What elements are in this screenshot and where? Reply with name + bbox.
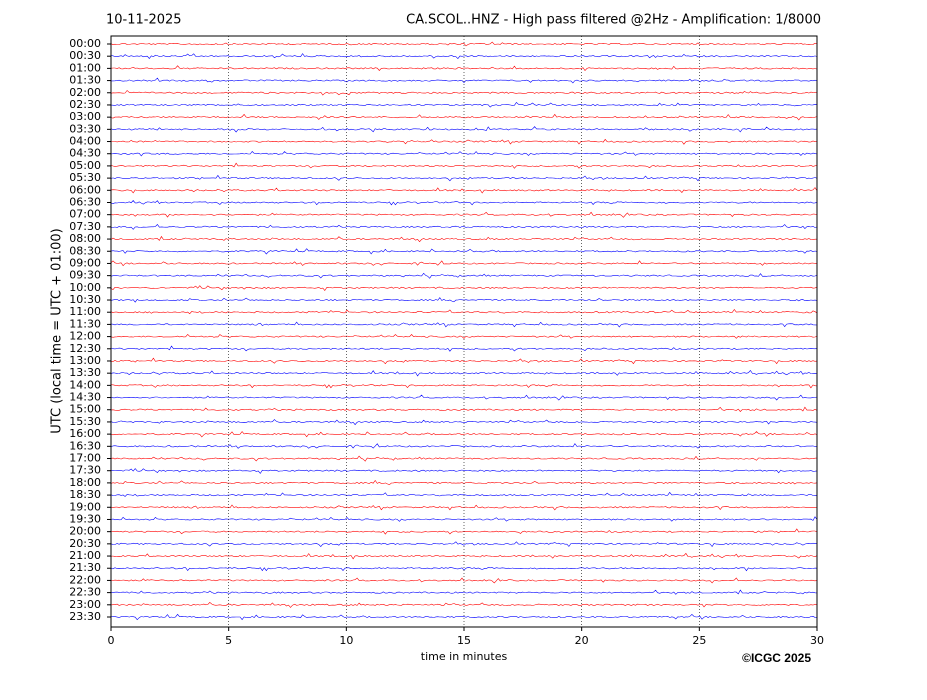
trace bbox=[110, 90, 818, 96]
row-label: 20:00 bbox=[69, 525, 101, 538]
row-label: 02:30 bbox=[69, 98, 101, 111]
trace bbox=[110, 431, 818, 438]
row-label: 22:30 bbox=[69, 586, 101, 599]
trace bbox=[110, 468, 818, 474]
plot-area bbox=[110, 36, 818, 627]
row-label: 12:00 bbox=[69, 330, 101, 343]
row-label: 00:00 bbox=[69, 37, 101, 50]
trace bbox=[110, 613, 818, 621]
trace bbox=[110, 419, 818, 426]
row-label: 10:30 bbox=[69, 293, 101, 306]
row-label: 17:00 bbox=[69, 452, 101, 465]
row-label: 15:30 bbox=[69, 415, 101, 428]
row-label: 05:00 bbox=[69, 159, 101, 172]
trace bbox=[110, 174, 818, 182]
row-label: 07:00 bbox=[69, 208, 101, 221]
row-label: 01:30 bbox=[69, 74, 101, 87]
row-label: 20:30 bbox=[69, 537, 101, 550]
row-label: 06:30 bbox=[69, 195, 101, 208]
row-label: 23:30 bbox=[69, 610, 101, 623]
x-tick-label: 15 bbox=[457, 634, 471, 647]
trace bbox=[110, 479, 818, 486]
trace bbox=[110, 308, 818, 315]
y-axis-label: UTC (local time = UTC + 01:00) bbox=[50, 228, 65, 433]
row-label: 04:00 bbox=[69, 135, 101, 148]
row-label: 13:00 bbox=[69, 354, 101, 367]
row-label: 17:30 bbox=[69, 464, 101, 477]
trace bbox=[110, 101, 818, 108]
row-label: 19:30 bbox=[69, 512, 101, 525]
trace bbox=[110, 65, 818, 71]
trace bbox=[110, 541, 818, 548]
row-label: 19:00 bbox=[69, 500, 101, 513]
row-label: 02:00 bbox=[69, 86, 101, 99]
row-label: 18:30 bbox=[69, 488, 101, 501]
row-label: 08:30 bbox=[69, 244, 101, 257]
x-tick-label: 25 bbox=[692, 634, 706, 647]
x-axis-label: time in minutes bbox=[421, 650, 508, 663]
trace bbox=[110, 224, 818, 230]
trace bbox=[110, 406, 818, 412]
row-label: 10:00 bbox=[69, 281, 101, 294]
row-label: 22:00 bbox=[69, 573, 101, 586]
row-label: 03:00 bbox=[69, 110, 101, 123]
row-label: 21:30 bbox=[69, 561, 101, 574]
trace bbox=[111, 384, 818, 389]
row-label: 16:30 bbox=[69, 439, 101, 452]
x-tick-label: 10 bbox=[339, 634, 353, 647]
trace bbox=[110, 200, 818, 206]
trace bbox=[110, 589, 818, 595]
plot-frame bbox=[110, 35, 818, 628]
trace bbox=[110, 443, 818, 449]
chart-title: CA.SCOL..HNZ - High pass filtered @2Hz -… bbox=[406, 13, 821, 28]
trace bbox=[110, 211, 818, 218]
trace bbox=[110, 272, 818, 279]
row-label: 06:00 bbox=[69, 183, 101, 196]
row-label: 01:00 bbox=[69, 61, 101, 74]
trace bbox=[110, 53, 818, 60]
row-label: 15:00 bbox=[69, 403, 101, 416]
row-label: 09:00 bbox=[69, 256, 101, 269]
row-label: 14:00 bbox=[69, 378, 101, 391]
row-label: 23:00 bbox=[69, 598, 101, 611]
trace bbox=[110, 297, 818, 303]
x-tick-label: 30 bbox=[810, 634, 824, 647]
row-label: 11:00 bbox=[69, 305, 101, 318]
row-label: 00:30 bbox=[69, 49, 101, 62]
row-label: 07:30 bbox=[69, 220, 101, 233]
row-label: 04:30 bbox=[69, 147, 101, 160]
trace bbox=[110, 41, 818, 47]
trace bbox=[110, 394, 818, 401]
row-label: 12:30 bbox=[69, 342, 101, 355]
trace bbox=[110, 235, 817, 243]
row-label: 18:00 bbox=[69, 476, 101, 489]
row-label: 03:30 bbox=[69, 122, 101, 135]
x-tick-label: 0 bbox=[108, 634, 115, 647]
x-tick-label: 5 bbox=[225, 634, 232, 647]
row-label: 21:00 bbox=[69, 549, 101, 562]
trace bbox=[110, 248, 818, 255]
row-label: 09:30 bbox=[69, 269, 101, 282]
trace bbox=[110, 552, 818, 560]
x-tick-label: 20 bbox=[575, 634, 589, 647]
credit: ©ICGC 2025 bbox=[742, 651, 811, 665]
row-label: 14:30 bbox=[69, 391, 101, 404]
chart-date: 10-11-2025 bbox=[106, 13, 182, 28]
row-label: 11:30 bbox=[69, 317, 101, 330]
row-label: 13:30 bbox=[69, 366, 101, 379]
row-label: 08:00 bbox=[69, 232, 101, 245]
row-label: 16:00 bbox=[69, 427, 101, 440]
trace bbox=[110, 601, 818, 608]
row-label: 05:30 bbox=[69, 171, 101, 184]
